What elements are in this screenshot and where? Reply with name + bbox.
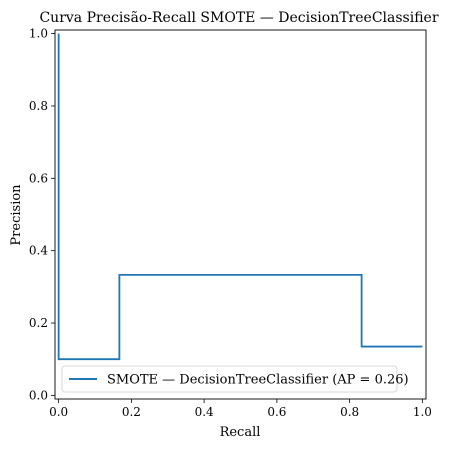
legend-label: SMOTE — DecisionTreeClassifier (AP = 0.2… [107, 373, 409, 388]
x-tick-label: 0.8 [340, 405, 359, 419]
y-tick-label: 0.0 [29, 388, 48, 402]
series-layer [57, 33, 423, 361]
y-tick-label: 0.8 [29, 99, 48, 113]
series-line [57, 33, 423, 361]
legend-box [61, 365, 398, 393]
y-tick-label: 0.2 [29, 316, 48, 330]
legend: SMOTE — DecisionTreeClassifier (AP = 0.2… [61, 365, 409, 393]
plot-frame [54, 29, 427, 400]
y-tick-label: 0.6 [29, 171, 48, 185]
x-axis-label: Recall [220, 425, 261, 440]
plot-area [54, 29, 427, 400]
x-tick-label: 0.4 [195, 405, 214, 419]
x-tick-label: 0.2 [122, 405, 141, 419]
y-axis-label: Precision [9, 184, 24, 246]
chart-title: Curva Precisão-Recall SMOTE — DecisionTr… [39, 10, 438, 26]
x-tick-label: 1.0 [413, 405, 432, 419]
x-tick-label: 0.0 [49, 405, 68, 419]
y-tick-label: 0.4 [29, 244, 48, 258]
y-axis-ticks: 0.0 0.2 0.4 0.6 0.8 1.0 [29, 27, 55, 402]
x-axis-ticks: 0.0 0.2 0.4 0.6 0.8 1.0 [49, 399, 432, 419]
y-tick-label: 1.0 [29, 27, 48, 41]
x-tick-label: 0.6 [267, 405, 286, 419]
